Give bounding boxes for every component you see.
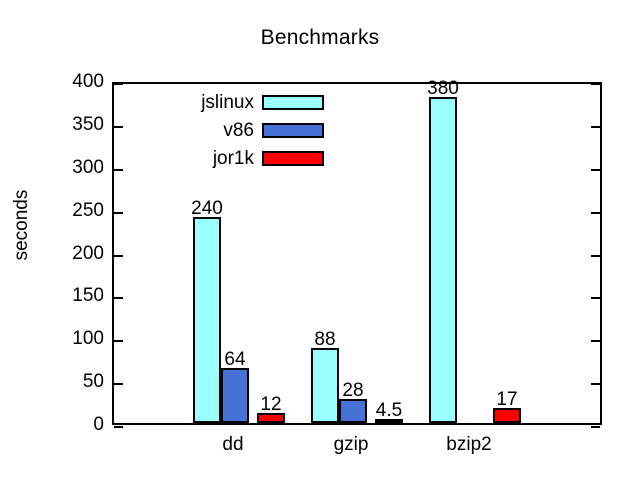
chart-legend: jslinux v86 jor1k bbox=[134, 92, 334, 176]
y-tick-right bbox=[591, 168, 600, 171]
y-tick-left bbox=[114, 168, 123, 171]
bar-jslinux-bzip2 bbox=[429, 97, 457, 423]
bar-value-label: 240 bbox=[191, 198, 223, 220]
legend-entry-jor1k: jor1k bbox=[134, 148, 334, 176]
legend-entry-jslinux: jslinux bbox=[134, 92, 334, 120]
legend-label: v86 bbox=[223, 120, 254, 141]
bar-jslinux-gzip bbox=[311, 347, 339, 423]
y-tick-right bbox=[591, 83, 600, 85]
legend-swatch-v86 bbox=[262, 123, 324, 138]
y-tick-left bbox=[114, 383, 123, 386]
x-tick-label-gzip: gzip bbox=[333, 434, 369, 455]
plot-area: 240 88 380 64 28 12 4.5 17 jslinux v86 jor1k bbox=[112, 78, 602, 428]
bar-v86-dd bbox=[221, 368, 249, 423]
y-tick-label: 300 bbox=[72, 156, 104, 178]
x-tick-label-bzip2: bzip2 bbox=[446, 434, 492, 455]
y-tick-label: 400 bbox=[72, 71, 104, 92]
y-axis-tick-labels: 0 50 100 150 200 250 300 350 400 bbox=[0, 72, 104, 434]
y-tick-right bbox=[591, 297, 600, 300]
bar-value-label: 88 bbox=[314, 328, 336, 350]
y-tick-left bbox=[114, 426, 123, 428]
bar-value-label: 17 bbox=[496, 389, 518, 411]
y-tick-right bbox=[591, 383, 600, 386]
y-tick-right bbox=[591, 125, 600, 128]
legend-label: jor1k bbox=[212, 148, 254, 169]
chart-title: Benchmarks bbox=[260, 26, 380, 49]
y-tick-label: 150 bbox=[72, 285, 104, 307]
y-tick-label: 350 bbox=[72, 113, 104, 135]
y-tick-label: 200 bbox=[72, 242, 104, 264]
y-tick-label: 50 bbox=[82, 371, 104, 393]
bar-value-label: 64 bbox=[224, 349, 246, 371]
y-tick-right bbox=[591, 254, 600, 257]
legend-swatch-jor1k bbox=[262, 151, 324, 166]
bar-jslinux-dd bbox=[193, 217, 221, 423]
x-tick-label-dd: dd bbox=[222, 434, 244, 455]
bar-jor1k-dd bbox=[257, 412, 285, 423]
y-tick-left bbox=[114, 340, 123, 343]
bar-jor1k-gzip bbox=[375, 419, 403, 423]
bar-value-label: 12 bbox=[260, 393, 282, 415]
bar-value-label: 28 bbox=[342, 379, 364, 401]
y-tick-left bbox=[114, 297, 123, 300]
y-tick-left bbox=[114, 83, 123, 85]
x-axis-tick-labels: dd gzip bzip2 bbox=[112, 434, 602, 464]
y-tick-right bbox=[591, 340, 600, 343]
y-tick-right bbox=[591, 426, 600, 428]
y-tick-left bbox=[114, 125, 123, 128]
legend-entry-v86: v86 bbox=[134, 120, 334, 148]
y-tick-label: 0 bbox=[93, 414, 104, 435]
bar-value-label: 4.5 bbox=[375, 400, 403, 422]
y-tick-label: 100 bbox=[72, 328, 104, 350]
y-tick-left bbox=[114, 254, 123, 257]
y-tick-left bbox=[114, 211, 123, 214]
bar-value-label: 380 bbox=[427, 78, 459, 100]
legend-label: jslinux bbox=[201, 92, 254, 113]
bar-v86-gzip bbox=[339, 399, 367, 423]
bar-jor1k-bzip2 bbox=[493, 408, 521, 423]
legend-swatch-jslinux bbox=[262, 95, 324, 110]
y-tick-right bbox=[591, 211, 600, 214]
y-tick-label: 250 bbox=[72, 199, 104, 221]
